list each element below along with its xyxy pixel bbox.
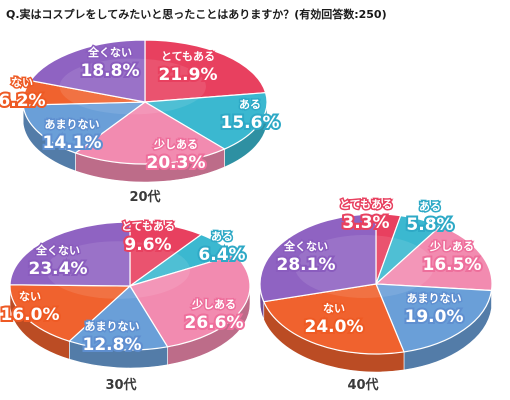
- category-label-nai: ない: [323, 302, 345, 315]
- category-label-mattaku-nai: 全くない: [87, 45, 132, 59]
- pie-svg: とてもある 3.3% ある 5.8% 少しある 16.5% あまりない 19.0% ない 24.0…: [259, 197, 493, 373]
- value-label-sukoshi-aru: 26.6%: [185, 313, 244, 333]
- pie-chart-20s: とてもある 21.9% ある 15.6% 少しある 20.3% あまりない 14.1% ない 6.…: [0, 20, 290, 210]
- pie-highlight: [294, 235, 434, 298]
- pie-highlight: [59, 58, 206, 115]
- age-label-40s: 40代: [347, 378, 379, 393]
- value-label-mattaku-nai: 23.4%: [29, 259, 88, 279]
- category-label-sukoshi-aru: 少しある: [191, 297, 236, 311]
- category-label-aru: ある: [211, 230, 233, 243]
- category-label-totemo-aru: とてもある: [339, 198, 393, 211]
- value-label-totemo-aru: 21.9%: [159, 65, 218, 85]
- category-label-aru: ある: [239, 98, 261, 111]
- category-label-totemo-aru: とてもある: [161, 50, 215, 63]
- category-label-amari-nai: あまりない: [407, 292, 462, 305]
- value-label-mattaku-nai: 18.8%: [81, 61, 140, 81]
- age-label-20s: 20代: [129, 190, 161, 205]
- pie-chart-40s: とてもある 3.3% ある 5.8% 少しある 16.5% あまりない 19.0% ない 24.0…: [258, 188, 510, 400]
- value-label-mattaku-nai: 28.1%: [277, 255, 336, 275]
- value-label-amari-nai: 12.8%: [83, 335, 142, 355]
- category-label-totemo-aru: とてもある: [121, 220, 175, 233]
- value-label-aru: 6.4%: [198, 245, 245, 265]
- value-label-aru: 5.8%: [406, 215, 453, 235]
- age-label-30s: 30代: [105, 378, 137, 393]
- value-label-nai: 6.2%: [0, 91, 46, 111]
- pie-slice-sukoshi-aru: [374, 225, 493, 292]
- category-label-sukoshi-aru: 少しある: [429, 239, 474, 253]
- pie-slice-totemo-aru: [129, 221, 203, 288]
- pie-slice-amari-nai: [68, 285, 169, 351]
- value-label-amari-nai: 14.1%: [43, 133, 102, 153]
- value-label-aru: 15.6%: [221, 113, 280, 133]
- category-label-mattaku-nai: 全くない: [283, 239, 328, 253]
- pie-svg: とてもある 9.6% ある 6.4% 少しある 26.6% あまりない 12.8% ない 16.0…: [0, 219, 251, 369]
- category-label-mattaku-nai: 全くない: [35, 243, 80, 257]
- pie-slice-aru: [143, 92, 268, 150]
- pie-highlight: [46, 241, 190, 299]
- value-label-sukoshi-aru: 20.3%: [147, 153, 206, 173]
- pie-slice-nai: [262, 283, 405, 355]
- pie-svg: とてもある 21.9% ある 15.6% 少しある 20.3% あまりない 14.1% ない 6.…: [0, 39, 281, 183]
- category-label-aru: ある: [419, 200, 441, 213]
- value-label-amari-nai: 19.0%: [405, 307, 464, 327]
- value-label-totemo-aru: 9.6%: [124, 235, 171, 255]
- category-label-nai: ない: [11, 76, 33, 89]
- value-label-nai: 24.0%: [305, 317, 364, 337]
- pie-slice-amari-nai: [22, 101, 147, 154]
- pie-slice-mattaku-nai: [259, 213, 377, 303]
- pie-chart-30s: とてもある 9.6% ある 6.4% 少しある 26.6% あまりない 12.8% ない 16.0…: [0, 208, 270, 400]
- pie-slice-sukoshi-aru: [129, 254, 251, 348]
- category-label-amari-nai: あまりない: [85, 320, 140, 333]
- value-label-totemo-aru: 3.3%: [342, 213, 389, 233]
- category-label-amari-nai: あまりない: [45, 118, 100, 131]
- question-title: Q.実はコスプレをしてみたいと思ったことはありますか？(有効回答数:250): [6, 8, 387, 21]
- value-label-nai: 16.0%: [1, 305, 60, 325]
- category-label-sukoshi-aru: 少しある: [153, 137, 198, 151]
- value-label-sukoshi-aru: 16.5%: [423, 255, 482, 275]
- pie-slice-mattaku-nai: [29, 39, 146, 103]
- pie-slice-totemo-aru: [144, 39, 267, 103]
- pie-slice-nai: [9, 284, 132, 342]
- pie-slice-amari-nai: [375, 283, 493, 353]
- pie-slice-sukoshi-aru: [74, 101, 226, 165]
- category-label-nai: ない: [19, 290, 41, 303]
- pie-slice-mattaku-nai: [9, 221, 131, 287]
